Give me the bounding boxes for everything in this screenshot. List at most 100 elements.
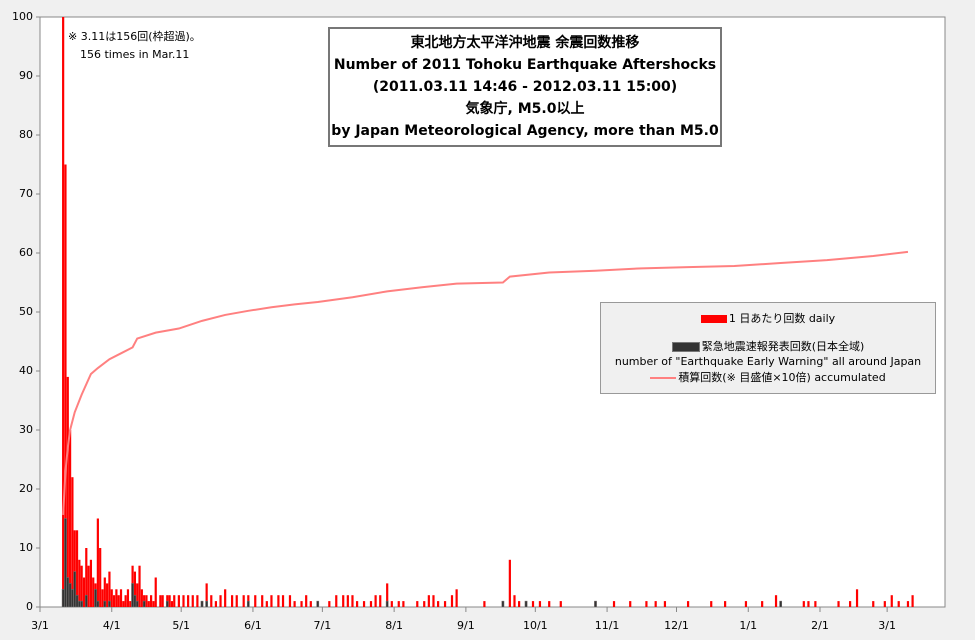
bar xyxy=(182,595,185,607)
x-tick-label: 4/1 xyxy=(103,619,121,632)
bar xyxy=(744,601,748,607)
legend-label: 積算回数(※ 目盛値×10倍) accumulated xyxy=(678,371,886,384)
bar xyxy=(416,601,419,607)
bar xyxy=(300,601,303,607)
y-tick-label: 100 xyxy=(12,10,33,23)
legend-label: 緊急地震速報発表回数(日本全域) number of "Earthquake E… xyxy=(614,340,922,368)
bar xyxy=(136,583,139,607)
bar xyxy=(168,595,171,607)
bar xyxy=(686,601,690,607)
y-tick-label: 90 xyxy=(19,69,33,82)
bar xyxy=(133,594,137,607)
bar xyxy=(187,595,190,607)
bar xyxy=(75,594,79,607)
title-line: Number of 2011 Tohoku Earthquake Aftersh… xyxy=(333,57,717,73)
bar xyxy=(397,601,400,607)
y-tick-label: 60 xyxy=(19,246,33,259)
bar xyxy=(66,577,70,607)
x-tick-label: 8/1 xyxy=(385,619,403,632)
bar xyxy=(710,601,713,607)
bar xyxy=(270,595,273,607)
bar xyxy=(538,601,542,607)
bar xyxy=(80,565,83,607)
y-tick-label: 20 xyxy=(19,482,33,495)
y-tick-label: 10 xyxy=(19,541,33,554)
bar xyxy=(855,589,859,607)
bar xyxy=(629,601,632,607)
bar xyxy=(351,595,354,607)
bar xyxy=(427,595,430,607)
bar xyxy=(814,601,817,607)
bar xyxy=(437,601,440,607)
bar xyxy=(61,589,65,607)
bar xyxy=(872,601,875,607)
bar xyxy=(254,595,257,607)
bar xyxy=(82,577,86,607)
bar xyxy=(890,595,893,607)
bar xyxy=(101,589,104,607)
x-tick-label: 3/1 xyxy=(31,619,49,632)
bar xyxy=(108,571,111,607)
x-tick-label: 7/1 xyxy=(314,619,332,632)
y-tick-label: 40 xyxy=(19,364,33,377)
bar xyxy=(483,601,486,607)
bar xyxy=(443,601,447,607)
bar xyxy=(455,589,458,607)
bar xyxy=(135,600,139,607)
bar xyxy=(802,601,805,607)
bar xyxy=(200,600,204,607)
bar xyxy=(235,595,238,607)
bar xyxy=(328,601,331,607)
bar xyxy=(246,600,250,607)
bar xyxy=(374,595,377,607)
chart-title: 東北地方太平洋沖地震 余震回数推移 Number of 2011 Tohoku E… xyxy=(328,27,722,147)
bar xyxy=(96,600,100,607)
bar xyxy=(117,595,120,607)
bar xyxy=(779,600,783,607)
bar xyxy=(724,601,727,607)
title-line: (2011.03.11 14:46 - 2012.03.11 15:00) xyxy=(372,79,678,95)
y-tick-label: 70 xyxy=(19,187,33,200)
bar xyxy=(210,595,213,607)
bar xyxy=(807,601,810,607)
bar xyxy=(293,601,296,607)
bar xyxy=(110,589,113,607)
bar xyxy=(92,577,95,607)
bar xyxy=(145,595,148,607)
bar xyxy=(309,601,312,607)
bar xyxy=(140,589,143,607)
bar xyxy=(73,571,77,607)
bar xyxy=(369,601,373,607)
bar xyxy=(390,601,393,607)
bar xyxy=(906,601,910,607)
bar xyxy=(71,477,74,607)
bar xyxy=(205,583,208,607)
bar xyxy=(154,577,157,607)
bar xyxy=(654,601,657,607)
bar xyxy=(126,589,130,607)
bar xyxy=(84,594,88,607)
annotation: ※ 3.11は156回(枠超過)。 156 times in Mar.11 xyxy=(68,28,201,64)
bar xyxy=(85,548,88,607)
bar xyxy=(205,600,208,607)
bar xyxy=(64,518,67,607)
bar xyxy=(89,559,93,607)
y-tick-label: 80 xyxy=(19,128,33,141)
bar xyxy=(335,595,338,607)
bar xyxy=(64,164,67,607)
x-tick-label: 6/1 xyxy=(244,619,262,632)
y-tick-label: 50 xyxy=(19,305,33,318)
bar xyxy=(119,589,123,607)
bar xyxy=(501,600,505,607)
bar xyxy=(173,595,176,607)
legend-item: 1 日あたり回数 daily xyxy=(601,311,935,326)
bar xyxy=(214,601,218,607)
bar xyxy=(548,601,551,607)
bar xyxy=(103,600,107,607)
x-tick-label: 5/1 xyxy=(172,619,190,632)
bar xyxy=(355,601,359,607)
y-tick-label: 0 xyxy=(26,600,33,613)
bar xyxy=(663,601,667,607)
bar xyxy=(281,595,285,607)
bar xyxy=(152,601,155,607)
